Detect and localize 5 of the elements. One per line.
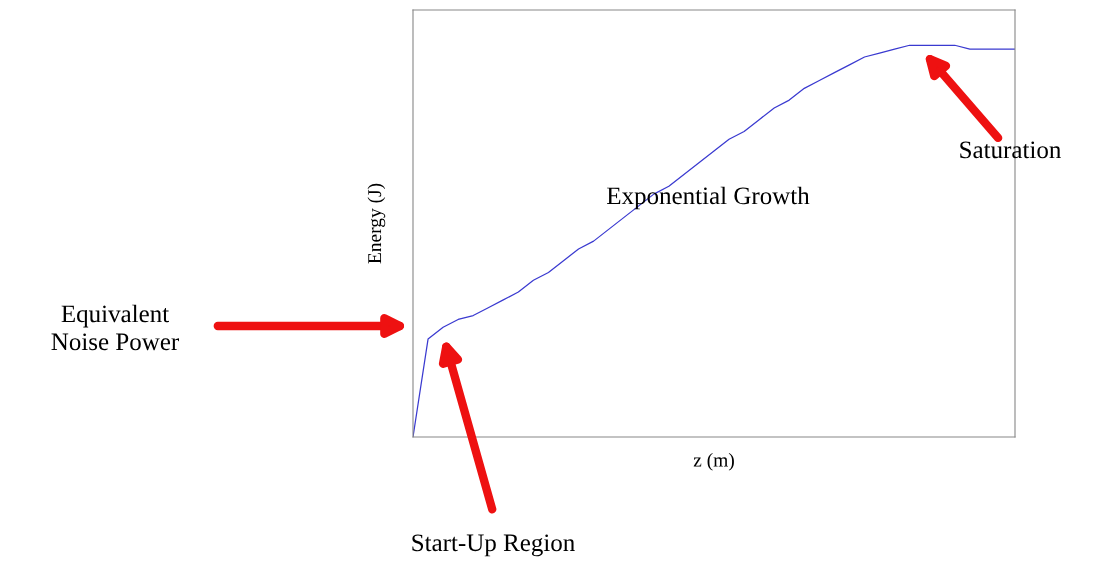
annotation: Saturation xyxy=(960,141,1061,159)
text: Equivalent Noise Power xyxy=(51,304,180,351)
text: Start-Up Region xyxy=(412,534,575,557)
x-axis-title: z (m) xyxy=(693,452,734,471)
y-axis-title: Energy (J) xyxy=(367,183,386,264)
